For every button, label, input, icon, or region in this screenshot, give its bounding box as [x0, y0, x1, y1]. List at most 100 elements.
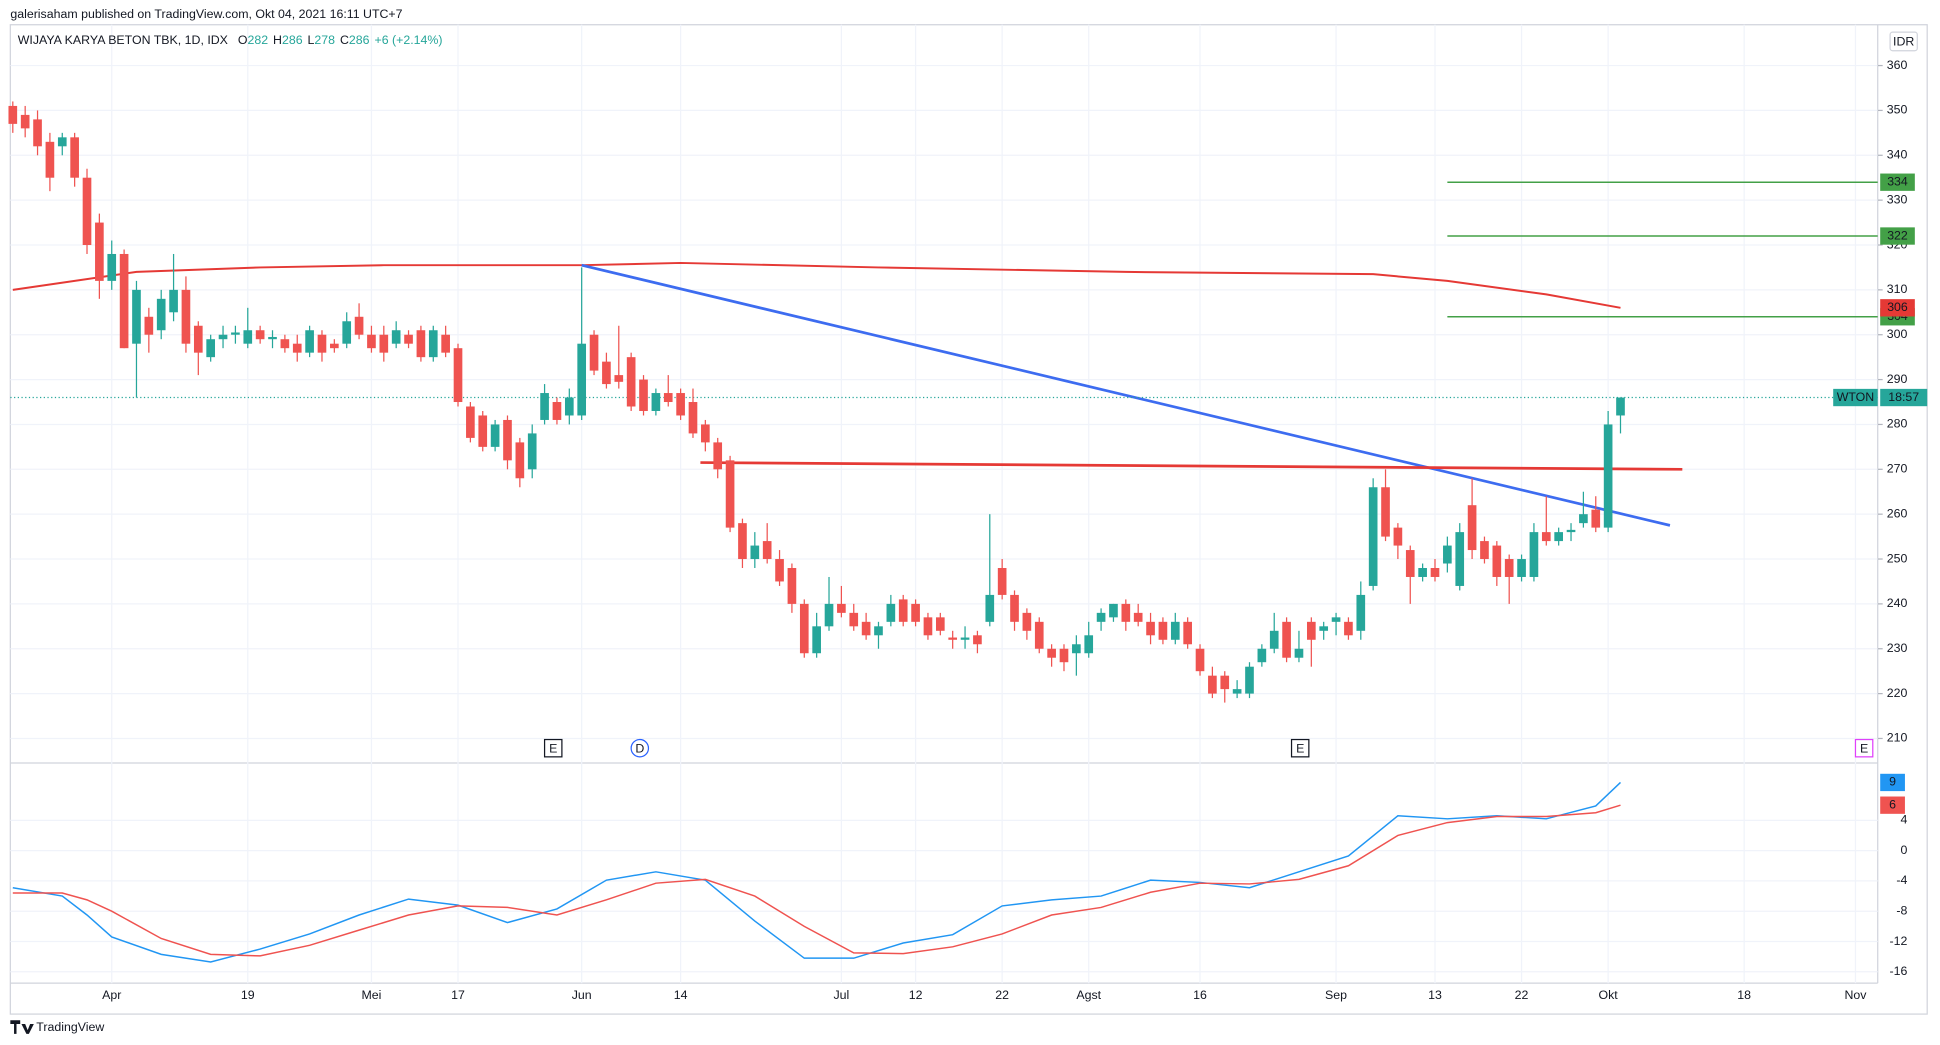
y-tick-label: 310 [1887, 282, 1908, 296]
y-tick-label: 280 [1887, 417, 1908, 431]
candle-body [589, 334, 599, 371]
candle-body [985, 594, 995, 622]
candle-body [503, 419, 512, 461]
currency: IDR [1893, 34, 1914, 48]
currency-box [1889, 31, 1918, 52]
indicator-label: 9 [1889, 775, 1896, 789]
candle-body [305, 330, 314, 353]
x-tick-label: Apr [102, 988, 121, 1002]
event-marker [1290, 738, 1310, 758]
x-tick-label: Agst [1076, 988, 1101, 1002]
y-tick-label: -12 [1890, 934, 1908, 948]
legend-key: H [273, 33, 282, 47]
candle-body [280, 339, 290, 349]
indicator-label: 6 [1889, 797, 1896, 811]
candle-body [923, 617, 933, 636]
legend-value: 278 [314, 33, 335, 47]
candle-body [552, 402, 562, 420]
candle-body [688, 402, 698, 434]
candle-body [564, 397, 574, 416]
y-tick-label: 360 [1887, 58, 1908, 72]
y-tick-label: 230 [1887, 641, 1908, 655]
candle-body [935, 617, 945, 631]
candle-body [651, 393, 661, 411]
candle-body [1467, 505, 1477, 551]
event-label: D [635, 742, 644, 756]
trendline [581, 263, 1671, 527]
frame [9, 24, 1928, 1015]
candle-body [762, 541, 772, 560]
candle-body [1368, 487, 1378, 586]
candle-body [1146, 621, 1155, 636]
level-label: 322 [1887, 228, 1908, 242]
candle-body [379, 334, 389, 353]
candle-body [1269, 630, 1279, 649]
candle-body [1393, 527, 1403, 546]
candle-body [82, 177, 92, 246]
event-marker [543, 738, 563, 758]
candle-body [119, 253, 129, 349]
symbol-legend: WIJAYA KARYA BETON TBK, 1D, IDX O282 H286 L… [18, 33, 443, 47]
candle-body [1306, 621, 1316, 640]
legend-change: +6 (+2.14%) [374, 33, 442, 47]
candle-body [1022, 612, 1032, 631]
candle-body [960, 637, 970, 640]
candle-body [1195, 648, 1205, 672]
trendline [700, 461, 1683, 471]
x-tick-label: Sep [1325, 988, 1347, 1002]
candle-body [490, 424, 500, 447]
candle-body [713, 442, 723, 470]
y-tick-label: -16 [1890, 964, 1908, 978]
candle-body [577, 343, 587, 416]
symbol-badge [1833, 388, 1878, 407]
candle-body [874, 626, 883, 636]
candle-body [453, 348, 463, 403]
candle-body [1047, 648, 1056, 658]
candle-body [886, 603, 896, 622]
candle-body [1591, 509, 1601, 528]
candle-body [218, 334, 228, 340]
candle-body [107, 253, 117, 281]
candle-body [1133, 612, 1143, 622]
candle-body [354, 316, 364, 335]
candle-body [1183, 621, 1192, 645]
candle-body [1418, 567, 1427, 577]
event-marker [1854, 738, 1874, 758]
y-tick-label: 290 [1887, 372, 1908, 386]
candle-body [1529, 532, 1539, 577]
candle-body [663, 393, 673, 403]
candle-body [1541, 532, 1551, 542]
legend-value: 282 [247, 33, 268, 47]
ma-label: 306 [1887, 300, 1908, 314]
indicator-line [12, 781, 1622, 963]
x-tick-label: Jul [833, 988, 849, 1002]
candle-body [948, 637, 958, 640]
candle-body [602, 361, 611, 385]
candle-body [1158, 621, 1168, 640]
candle-body [33, 119, 42, 147]
level-label: 334 [1887, 174, 1908, 188]
candle-body [1319, 626, 1329, 631]
candle-body [1455, 532, 1465, 586]
symbol-badge-label: WTON [1837, 390, 1875, 404]
candle-body [1059, 648, 1069, 663]
y-tick-label: 270 [1887, 462, 1908, 476]
legend-key: L [308, 33, 315, 47]
legend-value: 286 [349, 33, 370, 47]
brand-name: TradingView [36, 1020, 104, 1034]
candle-body [1566, 529, 1576, 533]
candle-body [57, 137, 67, 147]
candle-body [1616, 397, 1625, 416]
x-tick-label: 14 [674, 988, 688, 1002]
candle-body [20, 114, 30, 129]
candle-body [342, 321, 352, 344]
publish-note: galerisaham published on TradingView.com… [10, 7, 402, 21]
level-badge [1880, 173, 1915, 191]
candle-body [1257, 648, 1267, 663]
candle-body [1010, 594, 1019, 622]
candle-body [1170, 621, 1180, 640]
candle-body [750, 545, 760, 560]
candle-body [1405, 550, 1415, 577]
